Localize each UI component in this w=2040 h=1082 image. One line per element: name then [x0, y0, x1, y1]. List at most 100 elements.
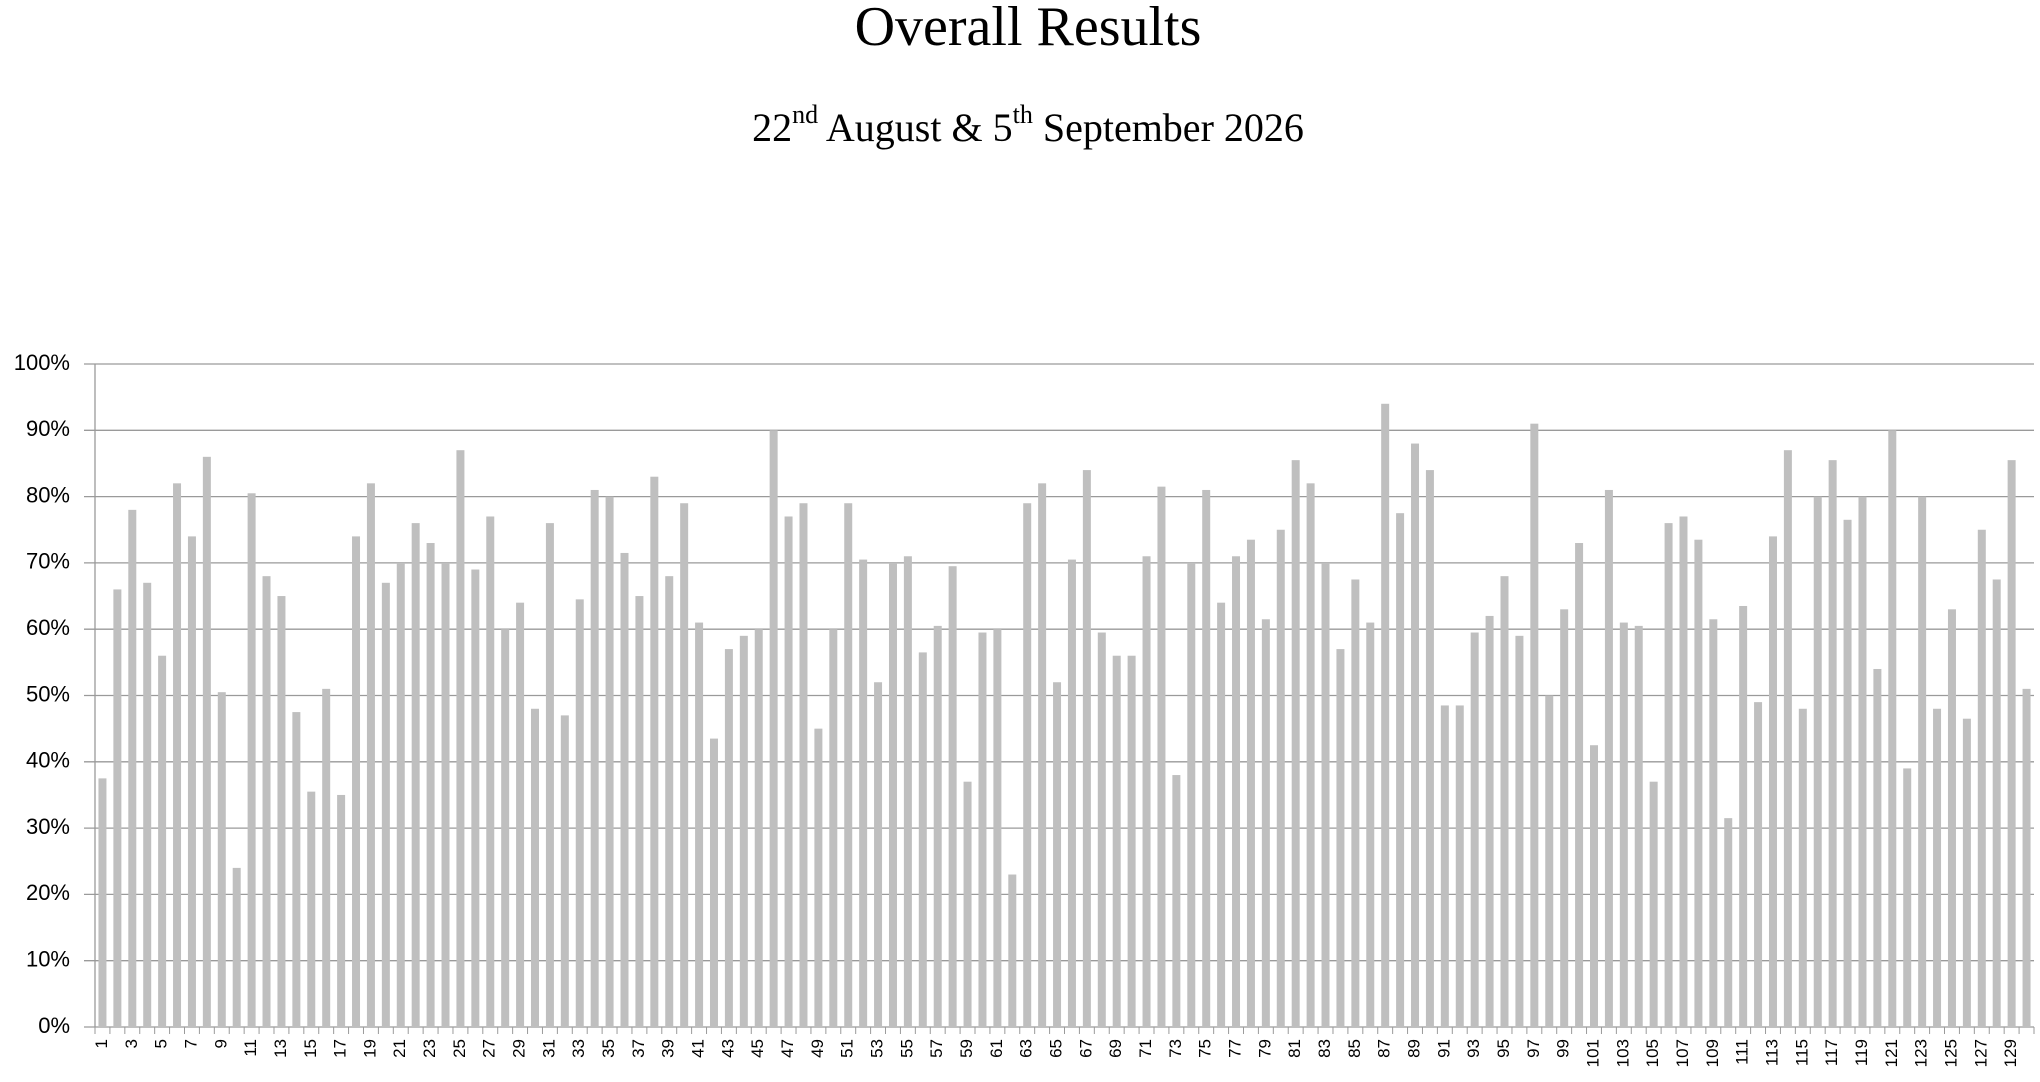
x-tick-label: 9: [211, 1039, 230, 1048]
bar: [1783, 450, 1792, 1027]
x-tick-label: 79: [1255, 1039, 1274, 1058]
x-tick-label: 5: [152, 1039, 171, 1048]
x-tick-label: 23: [420, 1039, 439, 1058]
bar: [635, 596, 644, 1027]
bar: [1366, 622, 1375, 1027]
x-tick-label: 63: [1017, 1039, 1036, 1058]
bar: [516, 602, 525, 1027]
bar: [1962, 718, 1971, 1027]
bar: [1739, 605, 1748, 1027]
bar: [918, 652, 927, 1027]
x-tick-label: 29: [510, 1039, 529, 1058]
subtitle-part: September 2026: [1033, 105, 1304, 150]
bar: [1903, 768, 1912, 1027]
x-tick-label: 93: [1464, 1039, 1483, 1058]
bar: [814, 728, 823, 1027]
bar: [232, 867, 241, 1027]
x-tick-label: 43: [718, 1039, 737, 1058]
bar: [1381, 403, 1390, 1027]
x-tick-label: 107: [1673, 1039, 1692, 1067]
bar: [128, 509, 137, 1027]
x-tick-label: 7: [181, 1039, 200, 1048]
bar: [143, 582, 152, 1027]
bar: [1918, 496, 1927, 1028]
bar: [575, 599, 584, 1027]
bar: [471, 569, 480, 1027]
chart-subtitle: 22nd August & 5th September 2026: [752, 100, 1304, 150]
bar: [1560, 609, 1569, 1027]
x-tick-label: 71: [1136, 1039, 1155, 1058]
bar: [1500, 576, 1509, 1027]
bar: [1873, 668, 1882, 1027]
x-tick-label: 51: [838, 1039, 857, 1058]
x-tick-label: 57: [927, 1039, 946, 1058]
bar: [262, 576, 271, 1027]
x-tick-label: 53: [868, 1039, 887, 1058]
bar: [620, 552, 629, 1027]
bar: [1411, 443, 1420, 1027]
bar: [695, 622, 704, 1027]
bar: [709, 738, 718, 1027]
bar: [1709, 619, 1718, 1027]
bar: [1008, 874, 1017, 1027]
bar: [1798, 708, 1807, 1027]
x-tick-label: 13: [271, 1039, 290, 1058]
x-tick-label: 61: [987, 1039, 1006, 1058]
x-tick-label: 119: [1852, 1039, 1871, 1066]
bar: [1276, 529, 1285, 1027]
bar: [1604, 489, 1613, 1028]
bar: [1515, 635, 1524, 1027]
bar: [426, 543, 435, 1027]
x-tick-label: 37: [629, 1039, 648, 1058]
x-tick-label: 75: [1196, 1039, 1215, 1058]
y-tick-label: 60%: [26, 615, 70, 640]
bar: [754, 629, 763, 1027]
bar: [1023, 503, 1032, 1028]
x-tick-label: 113: [1762, 1039, 1781, 1066]
bar: [560, 715, 569, 1027]
bar: [724, 649, 733, 1027]
x-tick-label: 115: [1792, 1039, 1811, 1066]
bar: [1351, 579, 1360, 1027]
bar: [1038, 483, 1047, 1028]
x-tick-label: 129: [2001, 1039, 2020, 1067]
bar: [888, 562, 897, 1027]
chart-title: Overall Results: [855, 0, 1202, 58]
x-tick-label: 103: [1613, 1039, 1632, 1067]
bar: [1172, 775, 1181, 1027]
x-tick-label: 15: [301, 1039, 320, 1058]
bar: [1232, 556, 1241, 1027]
x-tick-label: 45: [748, 1039, 767, 1058]
bar: [1679, 516, 1688, 1027]
bar: [665, 576, 674, 1027]
bar: [1157, 486, 1166, 1027]
bar: [277, 596, 286, 1027]
bar: [1575, 543, 1584, 1027]
subtitle-part: 22: [752, 105, 792, 150]
bar: [769, 430, 778, 1027]
bar: [1664, 523, 1673, 1027]
bar: [680, 503, 689, 1028]
bar: [1261, 619, 1270, 1027]
y-tick-label: 30%: [26, 814, 70, 839]
bar: [844, 503, 853, 1028]
x-tick-label: 121: [1882, 1039, 1901, 1067]
bar: [1082, 470, 1091, 1028]
bar: [1142, 556, 1151, 1027]
bar: [1246, 539, 1255, 1027]
bar: [739, 635, 748, 1027]
bar: [217, 692, 226, 1027]
x-tick-label: 27: [480, 1039, 499, 1058]
bar: [1933, 708, 1942, 1027]
x-tick-label: 3: [122, 1039, 141, 1048]
x-tick-label: 77: [1226, 1039, 1245, 1058]
bar: [1888, 430, 1897, 1027]
bar: [2022, 688, 2031, 1027]
bar: [650, 476, 659, 1028]
bar: [158, 655, 167, 1027]
bar: [366, 483, 375, 1028]
subtitle-superscript: th: [1013, 100, 1033, 129]
y-tick-label: 20%: [26, 880, 70, 905]
bar: [1396, 513, 1405, 1027]
